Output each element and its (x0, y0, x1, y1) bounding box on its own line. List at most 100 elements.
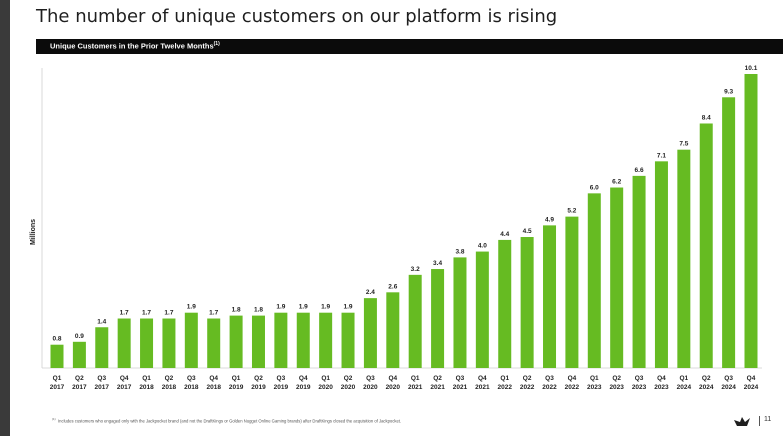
bar (162, 318, 176, 368)
x-tick-label-year: 2020 (318, 384, 333, 391)
data-label: 6.6 (635, 167, 644, 174)
page-number: 11 (764, 416, 772, 423)
bar (274, 312, 288, 368)
x-tick-label-year: 2023 (587, 384, 602, 391)
data-label: 1.7 (164, 310, 173, 317)
x-tick-label-year: 2020 (363, 384, 378, 391)
bar (341, 312, 355, 368)
x-tick-label-quarter: Q3 (456, 375, 465, 382)
x-tick-label-quarter: Q1 (411, 375, 420, 382)
chart-title-note: (1) (213, 41, 220, 47)
bar (565, 216, 579, 368)
bar (251, 315, 265, 368)
x-tick-label-quarter: Q2 (702, 375, 711, 382)
x-tick-label-quarter: Q3 (635, 375, 644, 382)
x-tick-label-quarter: Q1 (680, 375, 689, 382)
bar (140, 318, 154, 368)
x-tick-label-quarter: Q1 (232, 375, 241, 382)
x-tick-label-year: 2018 (184, 384, 199, 391)
x-tick-label-quarter: Q2 (523, 375, 532, 382)
bar (72, 341, 86, 368)
bar (699, 123, 713, 369)
data-label: 1.9 (321, 304, 330, 311)
bar (543, 225, 557, 368)
bar (744, 74, 758, 368)
bar (95, 327, 109, 368)
x-tick-label-year: 2022 (498, 384, 513, 391)
crown-logo-icon (733, 415, 751, 433)
left-edge-rail (0, 0, 10, 436)
data-label: 6.2 (612, 179, 621, 186)
data-label: 1.7 (120, 310, 129, 317)
data-label: 7.1 (657, 152, 666, 159)
x-tick-label-year: 2023 (632, 384, 647, 391)
data-label: 1.9 (344, 304, 353, 311)
x-tick-label-year: 2022 (542, 384, 557, 391)
bar (587, 193, 601, 368)
bar (117, 318, 131, 368)
x-tick-label-quarter: Q1 (53, 375, 62, 382)
data-label: 0.9 (75, 333, 84, 340)
x-tick-label-quarter: Q3 (366, 375, 375, 382)
x-tick-label-quarter: Q3 (545, 375, 554, 382)
data-label: 4.0 (478, 243, 487, 250)
x-tick-label-year: 2022 (520, 384, 535, 391)
x-tick-label-year: 2021 (475, 384, 490, 391)
x-tick-label-quarter: Q3 (277, 375, 286, 382)
data-label: 4.9 (545, 216, 554, 223)
chart-title-text: Unique Customers in the Prior Twelve Mon… (50, 41, 214, 51)
x-tick-label-quarter: Q3 (724, 375, 733, 382)
bar (50, 344, 64, 368)
bar (654, 161, 668, 368)
data-label: 1.9 (187, 304, 196, 311)
data-label: 3.4 (433, 260, 442, 267)
data-label: 2.6 (388, 283, 397, 290)
data-label: 6.0 (590, 184, 599, 191)
bar (632, 175, 646, 368)
data-label: 1.4 (97, 318, 106, 325)
x-tick-label-quarter: Q1 (500, 375, 509, 382)
data-label: 3.8 (455, 248, 464, 255)
x-tick-label-year: 2017 (95, 384, 110, 391)
data-label: 1.8 (254, 307, 263, 314)
bar (184, 312, 198, 368)
bar (722, 97, 736, 368)
x-tick-label-year: 2024 (744, 384, 759, 391)
x-tick-label-quarter: Q2 (165, 375, 174, 382)
x-tick-label-year: 2021 (408, 384, 423, 391)
data-label: 10.1 (745, 65, 758, 72)
x-tick-label-year: 2024 (721, 384, 736, 391)
x-tick-label-year: 2023 (609, 384, 624, 391)
bar (475, 251, 489, 368)
x-tick-label-quarter: Q3 (97, 375, 106, 382)
x-tick-label-quarter: Q4 (478, 375, 487, 382)
x-tick-label-year: 2017 (117, 384, 132, 391)
chart-title-band: Unique Customers in the Prior Twelve Mon… (36, 39, 783, 54)
bar (431, 269, 445, 368)
page-number-divider (759, 416, 760, 426)
data-label: 1.9 (299, 304, 308, 311)
x-tick-label-year: 2019 (296, 384, 311, 391)
x-tick-label-quarter: Q4 (120, 375, 129, 382)
x-tick-label-year: 2017 (72, 384, 87, 391)
x-tick-label-year: 2020 (386, 384, 401, 391)
x-tick-label-quarter: Q4 (299, 375, 308, 382)
x-tick-label-quarter: Q3 (187, 375, 196, 382)
x-tick-label-year: 2024 (699, 384, 714, 391)
bar (408, 274, 422, 368)
bar (386, 292, 400, 368)
data-label: 8.4 (702, 114, 711, 121)
y-axis-label: Millions (30, 219, 37, 245)
x-tick-label-quarter: Q4 (747, 375, 756, 382)
data-label: 7.5 (679, 141, 688, 148)
data-label: 1.7 (142, 310, 151, 317)
x-tick-label-quarter: Q1 (590, 375, 599, 382)
x-tick-label-year: 2019 (251, 384, 266, 391)
x-tick-label-quarter: Q2 (254, 375, 263, 382)
data-label: 4.5 (523, 228, 532, 235)
x-tick-label-year: 2017 (50, 384, 65, 391)
bar (207, 318, 221, 368)
chart-title: Unique Customers in the Prior Twelve Mon… (50, 41, 220, 51)
bar (610, 187, 624, 368)
